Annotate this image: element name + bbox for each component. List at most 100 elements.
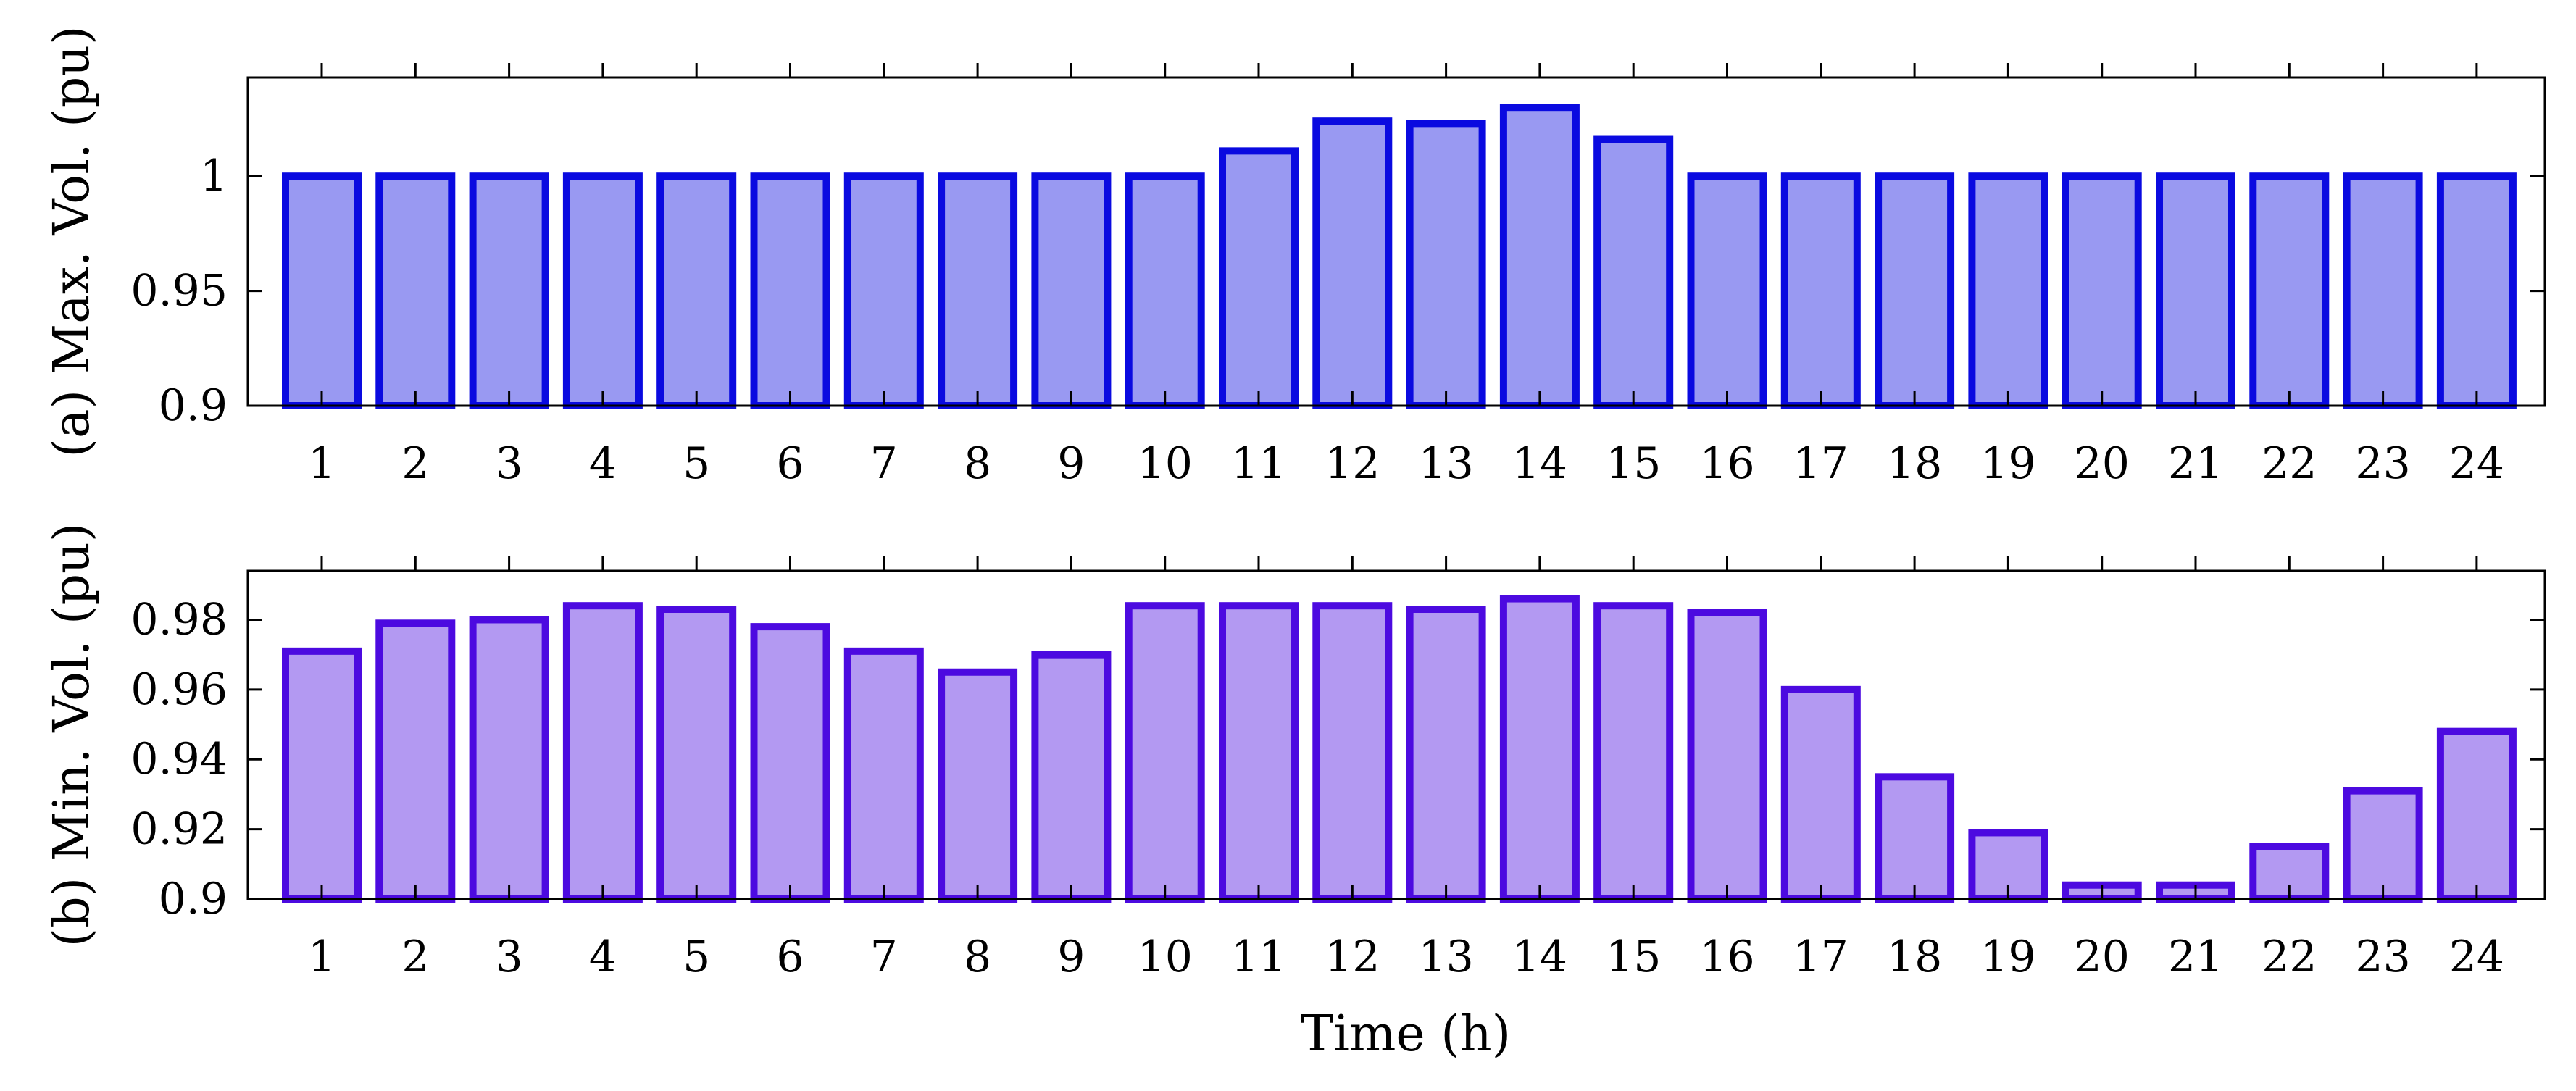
panel-b-bar bbox=[1219, 602, 1299, 903]
panel-b-y-tick-label: 0.9 bbox=[159, 874, 228, 924]
panel-a-x-tick-label: 19 bbox=[1980, 438, 2035, 489]
panel-a-plot-frame bbox=[246, 76, 2546, 407]
panel-b-y-tick-label: 0.96 bbox=[130, 664, 228, 715]
panel-a-x-tick-label: 2 bbox=[401, 438, 429, 489]
panel-a-bar bbox=[2062, 172, 2142, 409]
panel-b-bar bbox=[750, 623, 830, 903]
panel-b-x-tick-label: 4 bbox=[589, 932, 617, 982]
panel-b-x-tick-label: 15 bbox=[1606, 932, 1661, 982]
panel-b-x-tick-label: 3 bbox=[496, 932, 523, 982]
panel-b-bar bbox=[1031, 651, 1112, 903]
panel-a-bar bbox=[1968, 172, 2048, 409]
panel-a-bar bbox=[656, 172, 737, 409]
panel-b-bar bbox=[843, 647, 924, 903]
panel-b-x-tick-label: 6 bbox=[776, 932, 804, 982]
panel-b-x-tick-label: 18 bbox=[1887, 932, 1942, 982]
panel-b-x-tick-label: 12 bbox=[1325, 932, 1380, 982]
panel-a-bar bbox=[2343, 172, 2423, 409]
panel-a-x-tick-label: 16 bbox=[1699, 438, 1754, 489]
panel-b-x-tick-label: 24 bbox=[2449, 932, 2504, 982]
panel-b-x-tick-label: 22 bbox=[2262, 932, 2317, 982]
panel-a-x-tick-label: 4 bbox=[589, 438, 617, 489]
panel-b-x-tick-label: 19 bbox=[1980, 932, 2035, 982]
panel-b-bar bbox=[562, 602, 643, 903]
panel-a-bar bbox=[562, 172, 643, 409]
panel-a-x-tick-label: 6 bbox=[776, 438, 804, 489]
panel-a-bar bbox=[1406, 120, 1486, 410]
panel-a-x-tick-label: 3 bbox=[496, 438, 523, 489]
panel-a-x-tick-label: 1 bbox=[308, 438, 335, 489]
panel-b-x-tick-label: 20 bbox=[2075, 932, 2130, 982]
panel-b-bar bbox=[1780, 685, 1861, 903]
panel-b-y-tick-label: 0.92 bbox=[130, 804, 228, 855]
panel-b-bar bbox=[1406, 606, 1486, 903]
panel-a-y-tick-label: 1 bbox=[200, 151, 228, 201]
panel-b-bar bbox=[1687, 609, 1767, 903]
panel-a-x-tick-label: 10 bbox=[1138, 438, 1193, 489]
panel-b-x-tick-label: 16 bbox=[1699, 932, 1754, 982]
panel-a-x-tick-label: 13 bbox=[1418, 438, 1473, 489]
panel-b-x-tick-label: 7 bbox=[870, 932, 898, 982]
panel-a-bar bbox=[938, 172, 1018, 409]
panel-b-bar bbox=[282, 647, 362, 903]
panel-a-x-tick-label: 5 bbox=[683, 438, 710, 489]
panel-a-x-tick-label: 11 bbox=[1231, 438, 1286, 489]
panel-a-bar bbox=[1125, 172, 1205, 409]
panel-a-x-tick-label: 9 bbox=[1057, 438, 1085, 489]
panel-b-plot-frame bbox=[246, 569, 2546, 900]
panel-a-x-tick-label: 23 bbox=[2355, 438, 2410, 489]
panel-a-bar bbox=[2249, 172, 2330, 409]
panel-a-bar bbox=[1499, 104, 1580, 409]
panel-b-bar bbox=[1875, 773, 1955, 903]
panel-a-x-tick-label: 20 bbox=[2075, 438, 2130, 489]
panel-b-bar bbox=[1125, 602, 1205, 903]
panel-a-bar bbox=[1219, 147, 1299, 409]
x-axis-title: Time (h) bbox=[1301, 1006, 1511, 1063]
panel-b-x-tick-label: 11 bbox=[1231, 932, 1286, 982]
panel-b-x-tick-label: 2 bbox=[401, 932, 429, 982]
panel-b-x-tick-label: 13 bbox=[1418, 932, 1473, 982]
panel-a-bar bbox=[2156, 172, 2235, 409]
panel-b-min-voltage: 1 2 3 4 5 6 7 8 9 10 11 12 13 14 15 16 17 18 19 20 21 22 23 240… bbox=[43, 523, 2546, 982]
panel-b-y-tick-label: 0.94 bbox=[130, 734, 228, 785]
panel-a-x-tick-label: 24 bbox=[2449, 438, 2504, 489]
panel-b-bar bbox=[1499, 595, 1580, 903]
panel-a-bar bbox=[750, 172, 830, 409]
panel-b-bar bbox=[1593, 602, 1674, 903]
panel-a-x-tick-label: 18 bbox=[1887, 438, 1942, 489]
panel-a-bar bbox=[1875, 172, 1955, 409]
panel-a-bar bbox=[282, 172, 362, 409]
panel-a-bar bbox=[1687, 172, 1767, 409]
panel-a-x-tick-label: 22 bbox=[2262, 438, 2317, 489]
panel-b-y-axis-title: (b) Min. Vol. (pu) bbox=[43, 523, 101, 948]
panel-a-y-axis-title: (a) Max. Vol. (pu) bbox=[43, 25, 101, 457]
panel-a-x-tick-label: 14 bbox=[1512, 438, 1567, 489]
panel-a-bar bbox=[2436, 172, 2517, 409]
panel-b-bar bbox=[1312, 602, 1393, 903]
panel-b-y-tick-label: 0.98 bbox=[130, 594, 228, 645]
panel-a-x-tick-label: 12 bbox=[1325, 438, 1380, 489]
panel-a-x-tick-label: 8 bbox=[964, 438, 991, 489]
panel-a-y-tick-label: 0.9 bbox=[159, 380, 228, 431]
panel-b-bar bbox=[469, 616, 549, 903]
panel-b-bar bbox=[2436, 727, 2517, 903]
panel-a-bar bbox=[1031, 172, 1112, 409]
panel-a-bar bbox=[1312, 117, 1393, 409]
panel-a-x-tick-label: 15 bbox=[1606, 438, 1661, 489]
panel-a-y-tick-label: 0.95 bbox=[130, 266, 228, 317]
panel-b-x-tick-label: 5 bbox=[683, 932, 710, 982]
panel-b-x-tick-label: 21 bbox=[2168, 932, 2223, 982]
panel-a-bar bbox=[1593, 135, 1674, 409]
panel-b-x-tick-label: 10 bbox=[1138, 932, 1193, 982]
panel-a-bar bbox=[843, 172, 924, 409]
panel-a-bar bbox=[375, 172, 456, 409]
panel-b-x-tick-label: 23 bbox=[2355, 932, 2410, 982]
panel-b-x-tick-label: 9 bbox=[1057, 932, 1085, 982]
panel-a-x-tick-label: 7 bbox=[870, 438, 898, 489]
panel-a-bar bbox=[1780, 172, 1861, 409]
panel-b-bar bbox=[2343, 787, 2423, 903]
panel-b-x-tick-label: 8 bbox=[964, 932, 991, 982]
panel-b-x-tick-label: 14 bbox=[1512, 932, 1567, 982]
panel-b-bar bbox=[938, 668, 1018, 903]
